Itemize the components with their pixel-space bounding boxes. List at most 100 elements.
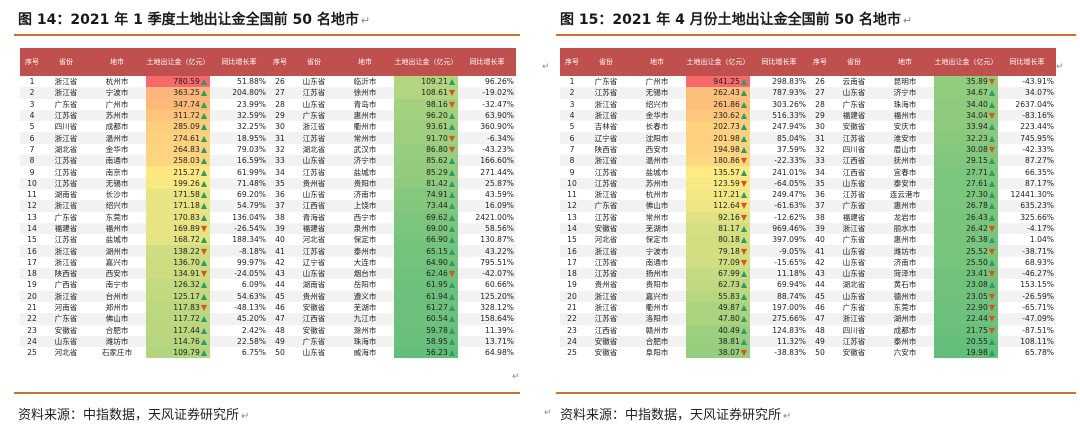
city-cell: 抚州市 <box>876 155 934 167</box>
up-arrow-icon: ▲ <box>200 291 207 301</box>
up-arrow-icon: ▲ <box>448 280 455 290</box>
growth-rate-cell: 247.94% <box>750 121 808 132</box>
province-cell: 河北省 <box>54 348 78 358</box>
growth-rate-value: -24.05% <box>234 269 266 279</box>
land-sale-amount-cell: 58.95▲ <box>394 335 458 348</box>
growth-rate-cell: 397.09% <box>750 234 808 245</box>
land-sale-table-q1: 序号 省份 地市 土地出让金（亿元） 同比增长率 序号 省份 地市 土地出让金（亿元） 同比增长率… <box>20 48 516 359</box>
land-sale-amount-cell: 67.99▲ <box>686 268 750 280</box>
land-sale-amount-cell: 66.90▲ <box>394 234 458 246</box>
land-sale-amount-cell: 171.18▲ <box>146 200 210 212</box>
table-row: 20 浙江省 台州市 125.17▲ 54.63% 45 贵州省 遵义市 61.94▲ 125.2… <box>20 290 516 302</box>
growth-rate-cell: 68.93% <box>998 257 1056 268</box>
province-cell: 江苏省 <box>44 177 88 189</box>
land-sale-amount-cell: 202.73▲ <box>686 121 750 133</box>
rank-cell: 38 <box>815 212 825 222</box>
up-arrow-icon: ▲ <box>988 156 995 166</box>
down-arrow-icon: ▼ <box>740 348 747 358</box>
rank-cell: 34 <box>815 167 825 177</box>
province-cell: 广东省 <box>44 313 88 325</box>
paragraph-mark-icon: ↵ <box>512 372 520 382</box>
down-arrow-icon: ▼ <box>988 269 995 279</box>
growth-rate-cell: -32.47% <box>458 99 516 110</box>
down-arrow-icon: ▼ <box>988 77 995 87</box>
table-row: 22 广东省 佛山市 117.72▲ 45.20% 47 江西省 九江市 60.54▲ 158.6… <box>20 313 516 325</box>
growth-rate-cell: 787.93% <box>750 87 808 99</box>
growth-rate-value: -26.59% <box>1022 291 1054 301</box>
table-row: 16 浙江省 湖州市 138.22▼ -8.18% 41 江苏省 泰州市 65.15▲ 43.22… <box>20 245 516 257</box>
land-sale-amount-cell: 109.79▲ <box>146 347 210 359</box>
province-cell: 江苏省 <box>292 245 336 257</box>
land-sale-amount-cell: 117.72▲ <box>146 313 210 325</box>
city-cell: 贵阳市 <box>336 177 394 189</box>
city-cell: 盐城市 <box>353 167 377 177</box>
city-cell: 南京市 <box>105 167 129 177</box>
table-row: 1 浙江省 杭州市 780.59▲ 51.88% 26 山东省 临沂市 109.21▲ 96.26… <box>20 76 516 88</box>
up-arrow-icon: ▲ <box>740 314 747 324</box>
province-cell: 福建省 <box>832 109 876 122</box>
table-row: 18 江苏省 扬州市 67.99▲ 11.18% 43 山东省 菏泽市 23.41▼ -46.27… <box>560 268 1056 280</box>
up-arrow-icon: ▲ <box>448 224 455 233</box>
province-cell: 安徽省 <box>584 222 628 235</box>
source-rule <box>14 392 520 394</box>
city-cell: 烟台市 <box>336 268 394 280</box>
land-sale-amount-cell: 194.98▲ <box>686 143 750 156</box>
land-sale-amount-cell: 93.61▲ <box>394 121 458 133</box>
growth-rate-cell: -26.59% <box>998 290 1056 302</box>
province-cell: 广东省 <box>584 200 628 212</box>
land-sale-amount-cell: 125.17▲ <box>146 290 210 302</box>
rank-cell: 27 <box>808 87 832 99</box>
land-sale-amount-cell: 136.70▲ <box>146 256 210 269</box>
city-cell: 六安市 <box>893 348 917 358</box>
growth-rate-cell: 108.11% <box>998 335 1056 348</box>
province-cell: 安徽省 <box>594 348 618 358</box>
growth-rate-cell: 87.17% <box>998 177 1056 189</box>
growth-rate-value: 2.42% <box>241 325 266 335</box>
table-row: 11 湖南省 长沙市 171.58▲ 69.20% 36 山东省 济南市 74.91▲ 43.59… <box>20 188 516 201</box>
land-sale-amount-cell: 168.72▲ <box>146 234 210 246</box>
rank-cell: 22 <box>20 313 44 325</box>
growth-rate-cell: 25.87% <box>458 177 516 189</box>
city-cell: 大连市 <box>353 257 377 267</box>
rank-cell: 11 <box>27 190 37 200</box>
up-arrow-icon: ▲ <box>988 88 995 98</box>
growth-rate-cell: 303.26% <box>750 99 808 110</box>
growth-rate-cell: 158.64% <box>458 313 516 325</box>
rank-cell: 30 <box>815 122 825 132</box>
up-arrow-icon: ▲ <box>988 133 995 143</box>
growth-rate-value: 303.26% <box>772 99 806 109</box>
province-cell: 广东省 <box>842 303 866 313</box>
province-cell: 江苏省 <box>842 190 866 200</box>
column-header: 同比增长率 <box>210 48 268 76</box>
growth-rate-cell: -42.07% <box>458 268 516 280</box>
province-cell: 山东省 <box>292 268 336 280</box>
land-sale-amount-cell: 74.91▲ <box>394 188 458 201</box>
growth-rate-value: -46.27% <box>1022 269 1054 279</box>
table-row: 21 浙江省 衢州市 49.87▲ 197.00% 46 广东省 东莞市 22.90▼ -65.7… <box>560 301 1056 314</box>
table-row: 24 安徽省 合肥市 38.81▲ 11.32% 49 江苏省 泰州市 20.55▲ 108.11… <box>560 335 1056 348</box>
growth-rate-cell: 136.04% <box>210 212 268 223</box>
land-sale-amount-cell: 96.20▲ <box>394 109 458 122</box>
land-sale-amount-cell: 261.86▲ <box>686 98 750 110</box>
province-cell: 江苏省 <box>584 87 628 99</box>
city-cell: 九江市 <box>336 313 394 325</box>
land-sale-amount-cell: 34.40▲ <box>934 98 998 110</box>
growth-rate-value: 325.66% <box>1020 212 1054 222</box>
growth-rate-value: 54.63% <box>237 291 266 301</box>
up-arrow-icon: ▲ <box>740 224 747 233</box>
city-cell: 常州市 <box>645 212 669 222</box>
growth-rate-cell: 45.20% <box>210 313 268 325</box>
rank-cell: 34 <box>275 167 285 177</box>
paragraph-mark-icon: ↵ <box>902 14 913 27</box>
up-arrow-icon: ▲ <box>448 246 455 256</box>
growth-rate-cell: 60.66% <box>458 279 516 290</box>
city-cell: 泰州市 <box>876 335 934 348</box>
down-arrow-icon: ▼ <box>988 246 995 256</box>
table-row: 4 江苏省 苏州市 311.72▲ 32.59% 29 广东省 惠州市 96.20▲ 63.90% <box>20 109 516 122</box>
rank-cell: 23 <box>27 325 37 335</box>
growth-rate-cell: -83.16% <box>998 109 1056 122</box>
table-row: 12 广东省 佛山市 112.64▼ -61.63% 37 广东省 惠州市 26.78▲ 635.… <box>560 200 1056 212</box>
growth-rate-cell: 63.90% <box>458 109 516 122</box>
land-sale-amount-cell: 26.43▲ <box>934 211 998 223</box>
growth-rate-value: 153.15% <box>1020 280 1054 290</box>
